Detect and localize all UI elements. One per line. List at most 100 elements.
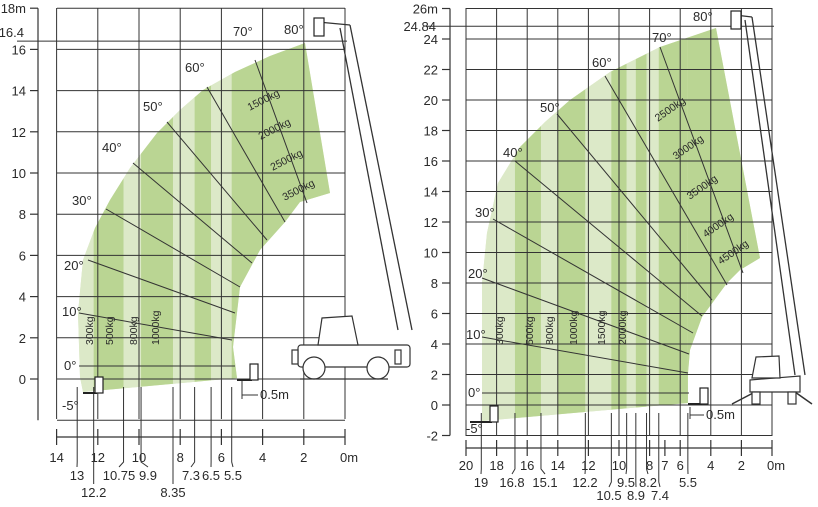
y-tick-label: 12 [424, 215, 438, 230]
y-tick-label: 14 [12, 84, 26, 99]
y-tick-label: 22 [424, 63, 438, 78]
offset-label: 0.5m [706, 407, 735, 422]
reach-value-label: 12.2 [572, 475, 597, 490]
reach-drop-line [541, 413, 545, 474]
boom-angle-label: 70° [233, 24, 253, 39]
boom-angle-label: 70° [652, 30, 672, 45]
x-tick-label: 14 [49, 450, 63, 465]
load-capacity-label: 800kg [544, 316, 556, 345]
y-tick-label: 24 [424, 32, 438, 47]
x-tick-label: 0m [767, 458, 785, 473]
boom-angle-label: 80° [284, 22, 304, 37]
x-tick-label: 12 [581, 458, 595, 473]
telescopic-boom [350, 25, 412, 330]
boom-angle-label: 20° [64, 258, 84, 273]
x-tick-label: 12 [91, 450, 105, 465]
x-tick-label: 4 [707, 458, 714, 473]
x-tick-label: 0m [340, 450, 358, 465]
y-tick-label: 6 [19, 248, 26, 263]
reach-drop-line [659, 413, 660, 487]
boom-head-carriage-icon [731, 11, 741, 29]
machine-cab [752, 356, 780, 378]
boom-angle-label: 10° [62, 304, 82, 319]
fork-carriage-icon [490, 406, 498, 422]
reach-value-label: 8.9 [627, 488, 645, 502]
reach-drop-line [119, 387, 124, 467]
y-tick-label: 2 [431, 368, 438, 383]
boom-angle-label: 0° [468, 385, 480, 400]
boom-angle-label: 60° [185, 60, 205, 75]
max-height-label: 16.4 [0, 25, 24, 40]
x-tick-label: 4 [259, 450, 266, 465]
y-tick-label: 8 [19, 207, 26, 222]
y-tick-label: 26m [413, 2, 438, 17]
reach-drop-line [512, 413, 515, 474]
machine-wheel [788, 392, 796, 404]
load-band [124, 0, 142, 440]
reach-value-label: 7.3 [182, 468, 200, 483]
x-tick-label: 10 [132, 450, 146, 465]
reach-value-label: 16.8 [499, 475, 524, 490]
telescopic-boom [340, 28, 398, 330]
y-tick-label: 12 [12, 125, 26, 140]
reach-drop-line [191, 387, 195, 467]
load-bands [17, 0, 532, 440]
reach-value-label: 13 [70, 468, 84, 483]
x-tick-label: 16 [520, 458, 534, 473]
y-tick-label: 0 [431, 398, 438, 413]
x-tick-label: 8 [177, 450, 184, 465]
y-tick-label: 16 [424, 154, 438, 169]
load-capacity-label: 1000kg [568, 310, 580, 345]
load-capacity-label: 2000kg [617, 310, 629, 345]
boom-angle-label: 30° [72, 193, 92, 208]
boom-angle-label: 60° [592, 55, 612, 70]
boom-angle-label: 10° [466, 327, 486, 342]
load-capacity-label: 300kg [494, 316, 506, 345]
boom-angle-label: -5° [466, 421, 483, 436]
boom-angle-label: 0° [64, 358, 76, 373]
y-tick-label: -2 [426, 429, 438, 444]
load-capacity-label: 1000kg [150, 310, 162, 345]
max-height-label: 24.84 [403, 19, 436, 34]
load-band [77, 0, 93, 440]
reach-drop-line [232, 387, 233, 467]
x-tick-label: 14 [551, 458, 565, 473]
boom-angle-label: 30° [475, 205, 495, 220]
y-tick-label: 4 [431, 337, 438, 352]
load-capacity-label: 500kg [524, 316, 536, 345]
boom-angle-label: 50° [540, 100, 560, 115]
load-capacity-label: 1500kg [596, 310, 608, 345]
boom-angle-label: 40° [102, 140, 122, 155]
machine-wheel [367, 357, 389, 379]
reach-value-label: 15.1 [532, 475, 557, 490]
machine-cab [318, 316, 358, 345]
y-tick-label: 18 [424, 124, 438, 139]
y-tick-label: 0 [19, 372, 26, 387]
load-band [141, 0, 173, 440]
reach-value-label: 5.5 [224, 468, 242, 483]
reach-value-label: 6.5 [202, 468, 220, 483]
fork-carriage-icon [95, 377, 103, 393]
fork-carriage-icon [700, 388, 708, 404]
y-tick-label: 16 [12, 42, 26, 57]
reach-value-label: 10.5 [596, 488, 621, 502]
load-capacity-label: 300kg [84, 316, 96, 345]
reach-drop-line [609, 413, 611, 487]
boom-angle-label: -5° [62, 398, 79, 413]
boom-angle-label: 50° [143, 99, 163, 114]
reach-value-label: 12.2 [81, 485, 106, 500]
outrigger [395, 350, 401, 364]
x-tick-label: 2 [300, 450, 307, 465]
reach-value-label: 9.9 [139, 468, 157, 483]
telescopic-boom [752, 17, 805, 375]
load-capacity-label: 800kg [128, 316, 140, 345]
reach-value-label: 10.75 [103, 468, 136, 483]
machine-wheel [752, 392, 760, 404]
y-tick-label: 6 [431, 307, 438, 322]
telescopic-boom [745, 20, 795, 375]
boom-angle-label: 40° [503, 145, 523, 160]
x-tick-label: 6 [218, 450, 225, 465]
offset-label: 0.5m [260, 387, 289, 402]
